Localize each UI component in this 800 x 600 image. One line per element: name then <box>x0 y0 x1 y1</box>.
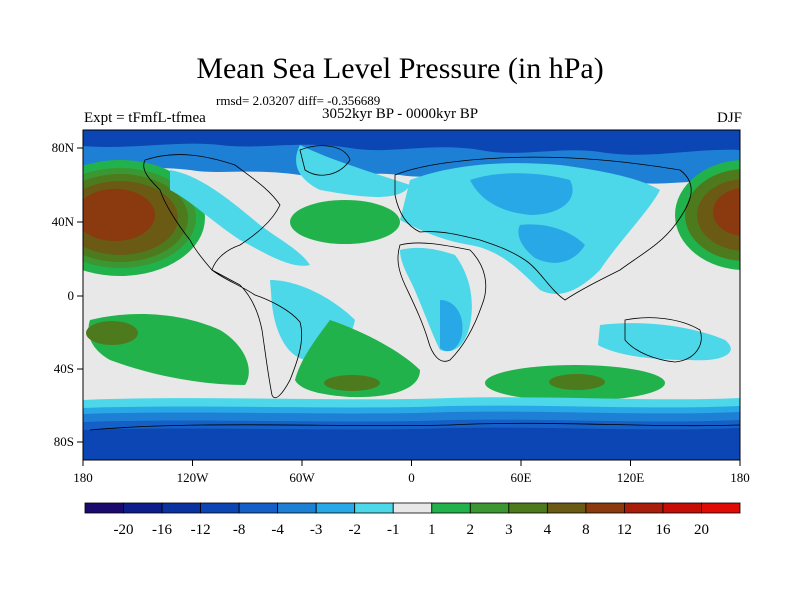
x-tick-label: 120E <box>617 470 645 485</box>
arctic-low-inner <box>83 130 740 155</box>
colorbar-label: 3 <box>505 522 513 538</box>
antarctic-low-8 <box>83 427 740 460</box>
pacific-high-east-8 <box>697 179 740 251</box>
australia-low <box>598 323 731 361</box>
colorbar-swatch <box>161 502 201 514</box>
colorbar-label: -1 <box>387 522 400 538</box>
x-tick-label: 180 <box>73 470 93 485</box>
south-africa-low <box>440 300 463 352</box>
experiment-label: Expt = tFmfL-tfmea <box>84 110 206 126</box>
labrador-low <box>170 170 310 266</box>
colorbar-label: 16 <box>655 522 671 538</box>
x-tick-labels: 180 120W 60W 0 60E 120E 180 <box>73 470 750 485</box>
colorbar-label: 8 <box>582 522 590 538</box>
colorbar-swatch <box>315 502 356 514</box>
colorbar-label: -3 <box>310 522 323 538</box>
colorbar-label: 4 <box>544 522 552 538</box>
colorbar-swatch <box>200 502 240 514</box>
colorbar-label: -20 <box>114 522 134 538</box>
colorbar-label: -8 <box>233 522 246 538</box>
x-tick-label: 60W <box>289 470 315 485</box>
south-atlantic-high <box>295 320 420 398</box>
colorbar-swatch <box>354 502 394 514</box>
colorbar-label: 20 <box>694 522 709 538</box>
colorbar-swatch <box>585 502 625 514</box>
y-tick-label: 0 <box>68 288 75 303</box>
antarctica-coast <box>89 422 740 431</box>
south-america-coast <box>211 269 303 399</box>
x-tick-label: 180 <box>730 470 750 485</box>
colorbar <box>84 502 741 514</box>
colorbar-swatch <box>662 502 702 514</box>
colorbar-swatch <box>123 502 163 514</box>
y-tick-label: 80N <box>52 140 75 155</box>
colorbar-label: -16 <box>152 522 172 538</box>
south-pacific-high-4 <box>86 321 138 345</box>
colorbar-label: 12 <box>617 522 632 538</box>
y-tick-label: 40S <box>54 361 74 376</box>
y-tick-label: 40N <box>52 214 75 229</box>
colorbar-label: -4 <box>271 522 284 538</box>
north-america-coast <box>143 154 281 271</box>
siberia-low <box>470 173 573 215</box>
colorbar-labels: -20 -16 -12 -8 -4 -3 -2 -1 1 2 3 4 8 12 16 20 <box>114 522 709 538</box>
south-asia-low <box>518 224 585 263</box>
south-atlantic-high-4 <box>324 375 380 391</box>
map-title: Mean Sea Level Pressure (in hPa) <box>196 52 604 85</box>
colorbar-swatch <box>546 502 587 514</box>
atlantic-high <box>290 200 400 244</box>
colorbar-swatch <box>431 502 471 514</box>
colorbar-swatch <box>469 502 510 514</box>
colorbar-label: -2 <box>348 522 361 538</box>
australia-coast <box>624 317 702 363</box>
north-atlantic-low <box>296 145 410 197</box>
pressure-field <box>83 130 740 460</box>
greenland-coast <box>299 145 351 176</box>
x-tick-label: 120W <box>177 470 210 485</box>
eurasia-coast <box>394 156 692 301</box>
colorbar-swatch <box>277 502 317 514</box>
colorbar-swatch <box>624 502 664 514</box>
season-label: DJF <box>716 110 742 126</box>
stats-label: rmsd= 2.03207 diff= -0.356689 <box>216 93 381 108</box>
south-indian-high-4 <box>549 374 605 390</box>
colorbar-label: -12 <box>191 522 211 538</box>
africa-coast <box>397 242 487 362</box>
x-tick-label: 0 <box>408 470 415 485</box>
colorbar-swatch <box>392 502 433 514</box>
coastlines <box>89 145 740 431</box>
colorbar-label: 2 <box>467 522 475 538</box>
colorbar-swatch <box>84 502 124 514</box>
colorbar-swatch <box>238 502 279 514</box>
colorbar-swatch <box>701 502 741 514</box>
colorbar-label: 1 <box>428 522 436 538</box>
y-tick-labels: 80N 40N 0 40S 80S <box>52 140 75 449</box>
pacific-high-12 <box>83 189 155 241</box>
pacific-high-east-12 <box>713 188 740 236</box>
tick-marks <box>77 147 741 466</box>
colorbar-swatch <box>508 502 548 514</box>
y-tick-label: 80S <box>54 434 74 449</box>
period-label: 3052kyr BP - 0000kyr BP <box>322 106 479 122</box>
x-tick-label: 60E <box>511 470 532 485</box>
